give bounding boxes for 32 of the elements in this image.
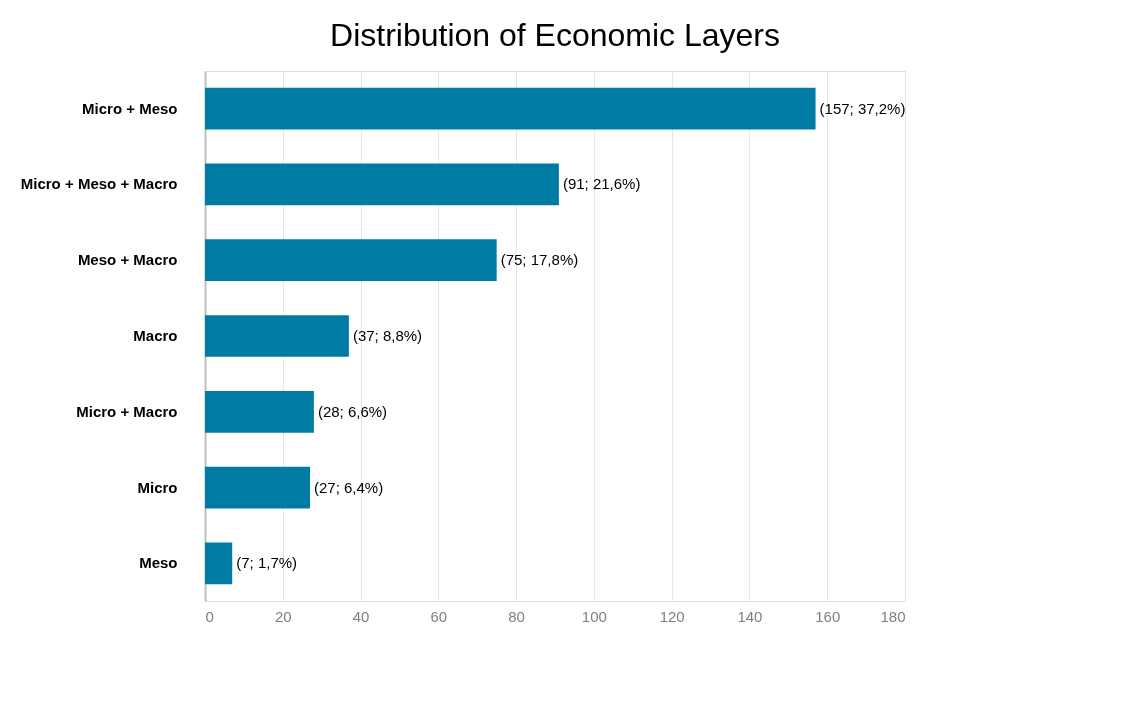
data-label: (7; 1,7%) (236, 554, 298, 572)
data-label: (91; 21,6%) (562, 175, 641, 193)
data-label: (37; 8,8%) (352, 327, 423, 344)
y-tick-label: Meso + Macro (77, 251, 178, 269)
y-tick-label: Micro (137, 478, 178, 496)
x-tick-label: 60 (430, 607, 448, 625)
bar (205, 315, 349, 357)
bar (205, 163, 559, 206)
bar (205, 239, 497, 282)
y-tick-label: Micro + Meso + Macro (20, 175, 178, 193)
data-label: (28; 6,6%) (317, 402, 388, 420)
y-tick-label: Micro + Meso (82, 99, 178, 117)
data-label: (75; 17,8%) (500, 251, 579, 269)
x-tick-label: 140 (737, 607, 763, 625)
bar (205, 390, 314, 433)
y-tick-label: Micro + Macro (76, 402, 178, 420)
y-tick-label: Macro (133, 327, 178, 344)
x-tick-label: 0 (205, 607, 214, 625)
x-tick-label: 160 (815, 607, 841, 625)
x-tick-label: 180 (880, 607, 906, 625)
x-tick-label: 120 (659, 607, 685, 625)
bar (205, 542, 233, 585)
bar (205, 87, 816, 130)
x-tick-label: 40 (352, 607, 370, 625)
bar (205, 466, 310, 509)
x-tick-label: 100 (581, 607, 607, 625)
y-tick-label: Meso (139, 554, 178, 572)
x-tick-label: 20 (274, 607, 292, 625)
data-label: (157; 37,2%) (819, 99, 906, 117)
x-tick-label: 80 (508, 607, 525, 625)
data-label: (27; 6,4%) (314, 478, 384, 496)
chart-title: Distribution of Economic Layers (330, 17, 780, 53)
